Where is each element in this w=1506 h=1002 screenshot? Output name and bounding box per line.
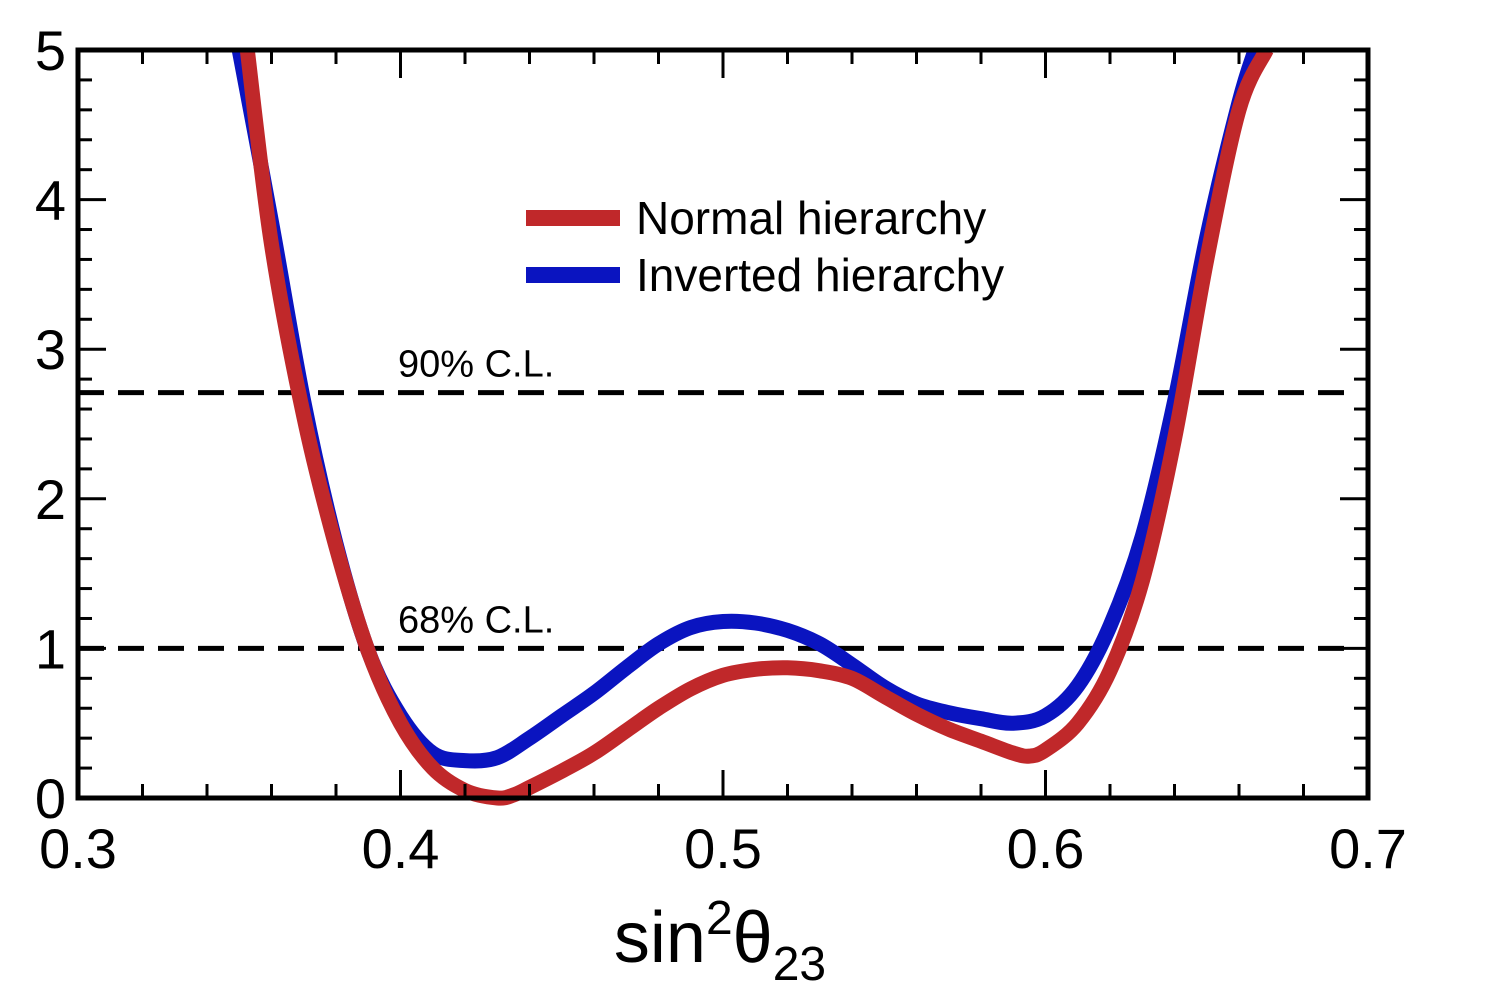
x-tick-label: 0.5	[684, 817, 762, 880]
series-line-normal-hierarchy	[239, 50, 1274, 806]
x-axis-title-sup: 2	[706, 892, 733, 945]
reference-lines	[78, 390, 1350, 651]
y-tick-label: 0	[35, 767, 66, 830]
reference-line-label: 68% C.L.	[398, 599, 554, 641]
plot-frame	[75, 47, 1371, 801]
x-tick-label: 0.3	[39, 817, 117, 880]
series-line-inverted-hierarchy	[231, 50, 1263, 769]
y-tick-label: 4	[35, 169, 66, 232]
y-tick-label: 1	[35, 617, 66, 680]
legend-label: Inverted hierarchy	[636, 249, 1004, 301]
x-axis-title-base: sin	[614, 898, 706, 978]
y-tick-label: 2	[35, 468, 66, 531]
legend-label: Normal hierarchy	[636, 192, 986, 244]
x-axis-title: sin2θ23	[614, 892, 826, 991]
y-tick-label: 5	[35, 19, 66, 82]
reference-line-labels: 90% C.L. 68% C.L.	[398, 344, 554, 642]
x-axis-title-symbol: θ	[733, 898, 773, 978]
x-tick-label: 0.6	[1007, 817, 1085, 880]
x-tick-label: 0.7	[1329, 817, 1407, 880]
y-tick-label: 3	[35, 318, 66, 381]
reference-line-label: 90% C.L.	[398, 344, 554, 386]
y-tick-labels: 0 1 2 3 4 5	[35, 19, 66, 830]
x-axis-title-sub: 23	[773, 938, 826, 991]
x-tick-label: 0.4	[362, 817, 440, 880]
x-tick-labels: 0.3 0.4 0.5 0.6 0.7	[39, 817, 1407, 880]
series-lines	[231, 50, 1274, 806]
